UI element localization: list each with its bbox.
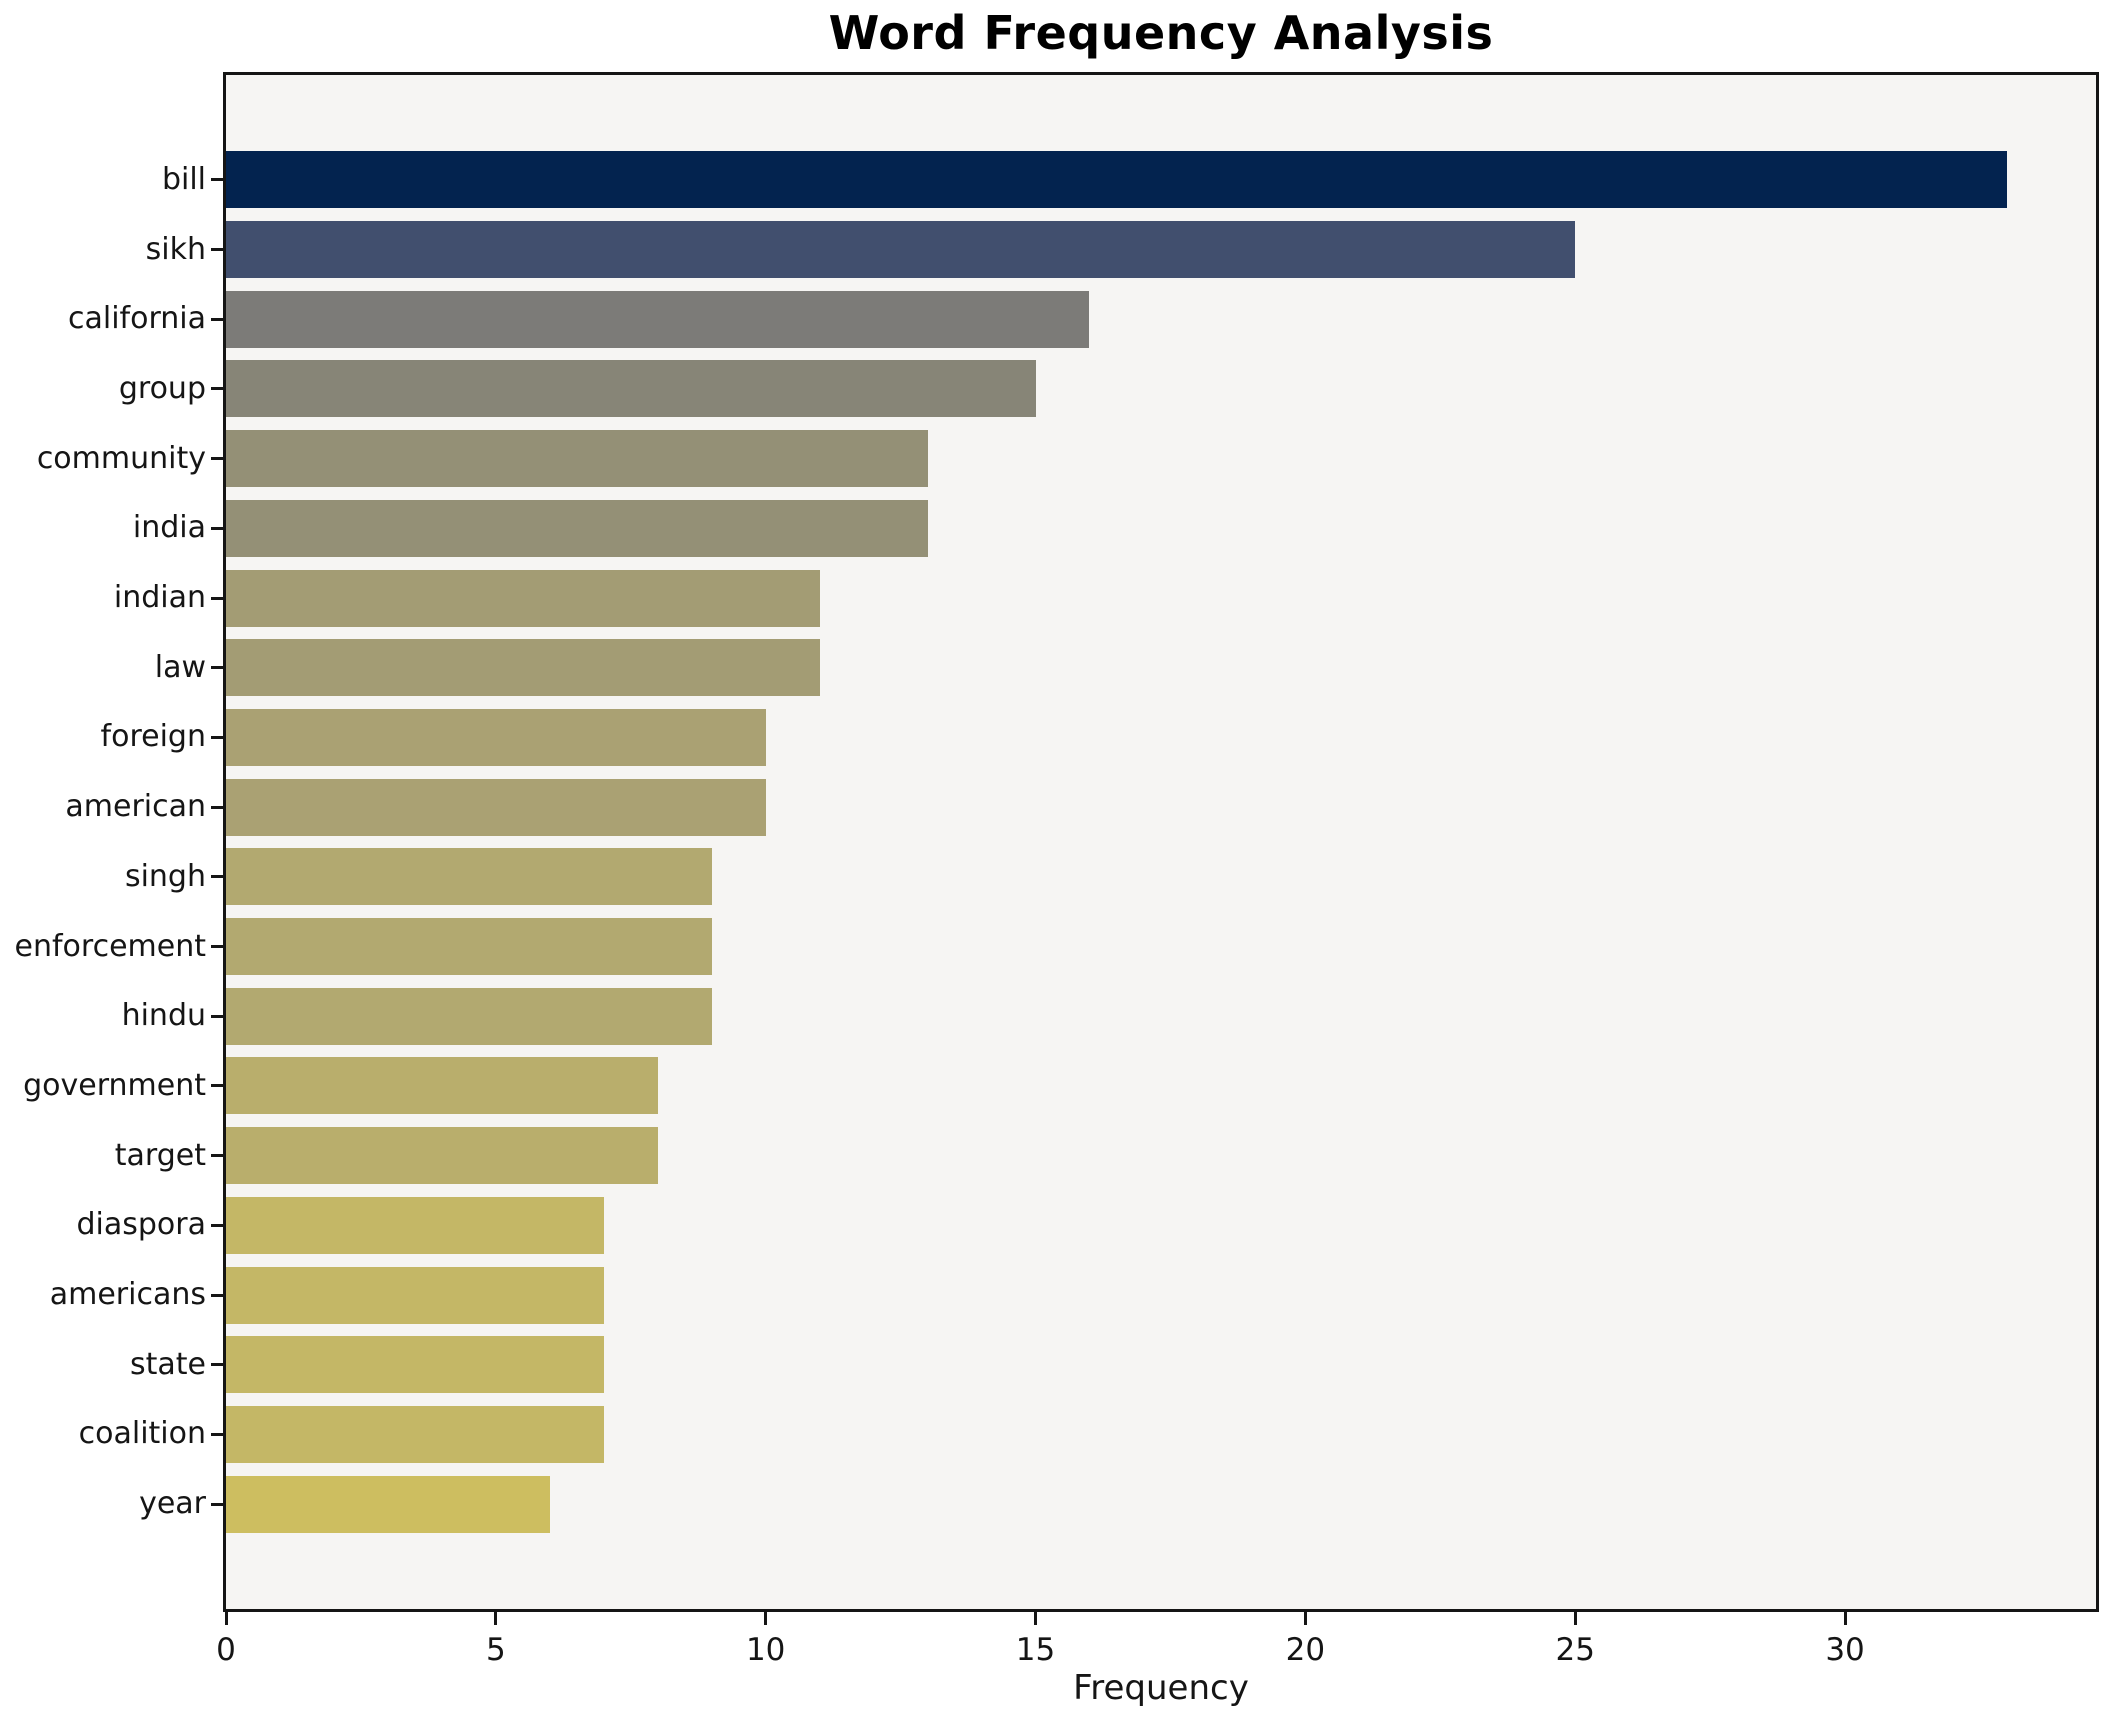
y-tick-label-group: group	[118, 370, 206, 406]
bar-indian	[226, 569, 820, 627]
y-tick-mark	[211, 596, 223, 600]
x-tick-mark	[1573, 1612, 1577, 1625]
x-tick-label-15: 15	[1015, 1632, 1056, 1668]
y-tick-label-enforcement: enforcement	[14, 928, 206, 964]
y-tick-label-americans: americans	[49, 1277, 206, 1313]
x-tick-label-10: 10	[745, 1632, 786, 1668]
bar-row-americans	[226, 1266, 2096, 1324]
y-tick-mark	[211, 248, 223, 252]
x-tick-mark	[1843, 1612, 1847, 1625]
bar-india	[226, 499, 928, 557]
y-tick-mark	[211, 526, 223, 530]
y-tick-mark	[211, 735, 223, 739]
bar-row-year	[226, 1475, 2096, 1533]
bar-row-hindu	[226, 987, 2096, 1045]
y-tick-label-indian: indian	[113, 580, 206, 616]
y-tick-label-community: community	[36, 440, 206, 476]
y-tick-label-government: government	[23, 1067, 206, 1103]
bar-year	[226, 1475, 550, 1533]
bar-row-community	[226, 430, 2096, 488]
bar-law	[226, 639, 820, 697]
bar-row-california	[226, 290, 2096, 348]
y-tick-mark	[211, 945, 223, 949]
y-tick-mark	[211, 317, 223, 321]
bar-diaspora	[226, 1196, 604, 1254]
x-tick-label-30: 30	[1825, 1632, 1865, 1668]
bar-row-indian	[226, 569, 2096, 627]
bar-row-law	[226, 639, 2096, 697]
y-tick-mark	[211, 1223, 223, 1227]
y-tick-mark	[211, 1084, 223, 1088]
y-tick-label-diaspora: diaspora	[76, 1207, 206, 1243]
bar-bill	[226, 151, 2007, 209]
x-tick-label-20: 20	[1285, 1632, 1326, 1668]
y-tick-label-foreign: foreign	[100, 719, 206, 755]
y-tick-mark	[211, 1363, 223, 1367]
x-tick-mark	[764, 1612, 768, 1625]
bar-row-sikh	[226, 221, 2096, 279]
chart-title: Word Frequency Analysis	[828, 6, 1494, 60]
bar-foreign	[226, 708, 766, 766]
y-tick-mark	[211, 1014, 223, 1018]
x-tick-label-0: 0	[216, 1632, 236, 1668]
bar-enforcement	[226, 918, 712, 976]
y-tick-label-california: california	[67, 301, 206, 337]
y-tick-mark	[211, 1432, 223, 1436]
y-tick-mark	[211, 875, 223, 879]
x-tick-label-5: 5	[485, 1632, 506, 1668]
bar-row-bill	[226, 151, 2096, 209]
y-tick-label-year: year	[139, 1486, 206, 1522]
y-tick-label-india: india	[132, 510, 206, 546]
y-tick-mark	[211, 805, 223, 809]
x-axis-label: Frequency	[1073, 1668, 1249, 1708]
y-tick-mark	[211, 1293, 223, 1297]
bar-americans	[226, 1266, 604, 1324]
bar-row-coalition	[226, 1405, 2096, 1463]
y-tick-label-state: state	[130, 1346, 206, 1382]
bar-california	[226, 290, 1090, 348]
y-tick-label-sikh: sikh	[145, 231, 206, 267]
bar-row-diaspora	[226, 1196, 2096, 1254]
bar-row-enforcement	[226, 918, 2096, 976]
bar-state	[226, 1336, 604, 1394]
bar-row-american	[226, 778, 2096, 836]
bar-row-singh	[226, 848, 2096, 906]
y-tick-label-american: american	[65, 789, 206, 825]
y-tick-mark	[211, 1154, 223, 1158]
y-tick-label-bill: bill	[161, 161, 206, 197]
bar-row-india	[226, 499, 2096, 557]
y-tick-label-law: law	[154, 649, 206, 685]
y-tick-mark	[211, 1502, 223, 1506]
bar-coalition	[226, 1405, 604, 1463]
bar-target	[226, 1127, 658, 1185]
y-tick-label-coalition: coalition	[78, 1416, 206, 1452]
bar-singh	[226, 848, 712, 906]
bar-hindu	[226, 987, 712, 1045]
y-tick-label-target: target	[114, 1137, 206, 1173]
x-tick-label-25: 25	[1555, 1632, 1595, 1668]
bar-group	[226, 360, 1036, 418]
bar-row-government	[226, 1057, 2096, 1115]
bar-row-target	[226, 1127, 2096, 1185]
x-tick-mark	[494, 1612, 498, 1625]
bar-sikh	[226, 221, 1576, 279]
x-tick-mark	[1303, 1612, 1307, 1625]
bar-row-group	[226, 360, 2096, 418]
y-tick-mark	[211, 666, 223, 670]
y-tick-mark	[211, 178, 223, 182]
bar-row-state	[226, 1336, 2096, 1394]
y-tick-mark	[211, 457, 223, 461]
x-tick-mark	[224, 1612, 228, 1625]
bar-american	[226, 778, 766, 836]
y-tick-label-singh: singh	[124, 858, 206, 894]
bar-community	[226, 430, 928, 488]
y-tick-mark	[211, 387, 223, 391]
plot-area	[223, 72, 2099, 1612]
y-tick-label-hindu: hindu	[121, 998, 206, 1034]
bar-government	[226, 1057, 658, 1115]
x-tick-mark	[1034, 1612, 1038, 1625]
bar-row-foreign	[226, 708, 2096, 766]
